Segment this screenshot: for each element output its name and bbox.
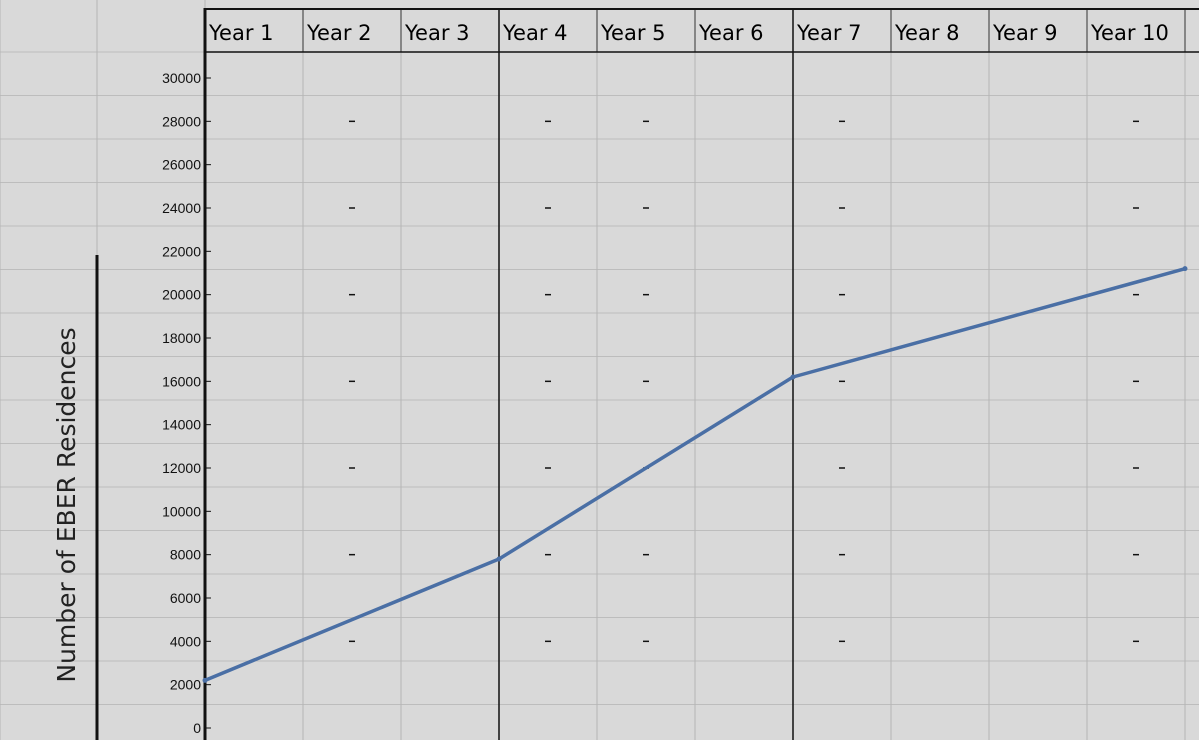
y-tick-label: 14000 xyxy=(162,417,201,433)
x-tick-label: Year 10 xyxy=(1090,21,1169,45)
y-tick-label: 10000 xyxy=(162,503,201,519)
data-point xyxy=(1182,266,1188,272)
y-axis-label: Number of EBER Residences xyxy=(52,327,81,682)
y-tick-label: 4000 xyxy=(170,633,201,649)
y-tick-label: 28000 xyxy=(162,113,201,129)
x-tick-label: Year 7 xyxy=(796,21,862,45)
x-tick-label: Year 5 xyxy=(600,21,666,45)
y-tick-label: 24000 xyxy=(162,200,201,216)
y-tick-label: 30000 xyxy=(162,70,201,86)
data-point xyxy=(202,677,208,683)
y-tick-label: 16000 xyxy=(162,373,201,389)
year-header-row: Year 1 Year 2 Year 3 Year 4 Year 5 Year 6 Year… xyxy=(205,8,1199,53)
series-line xyxy=(204,266,1186,682)
data-point xyxy=(790,374,796,380)
x-tick-label: Year 3 xyxy=(404,21,470,45)
x-tick-label: Year 8 xyxy=(894,21,960,45)
y-axis: 0 2000 4000 6000 8000 10000 12000 14000 16000 180… xyxy=(95,70,1139,740)
year-column-dividers xyxy=(203,8,1186,740)
y-tick-label: 18000 xyxy=(162,330,201,346)
y-tick-label: 6000 xyxy=(170,590,201,606)
y-tick-label: 8000 xyxy=(170,547,201,563)
y-tick-label: 20000 xyxy=(162,287,201,303)
data-point xyxy=(496,556,502,562)
y-tick-label: 22000 xyxy=(162,243,201,259)
x-tick-label: Year 2 xyxy=(306,21,372,45)
series-layer xyxy=(202,266,1188,683)
x-tick-label: Year 6 xyxy=(698,21,764,45)
y-tick-label: 0 xyxy=(193,720,201,736)
y-tick-label: 2000 xyxy=(170,677,201,693)
x-tick-label: Year 9 xyxy=(992,21,1058,45)
y-tick-label: 26000 xyxy=(162,157,201,173)
x-tick-label: Year 1 xyxy=(208,21,274,45)
x-tick-label: Year 4 xyxy=(502,21,568,45)
y-tick-label: 12000 xyxy=(162,460,201,476)
